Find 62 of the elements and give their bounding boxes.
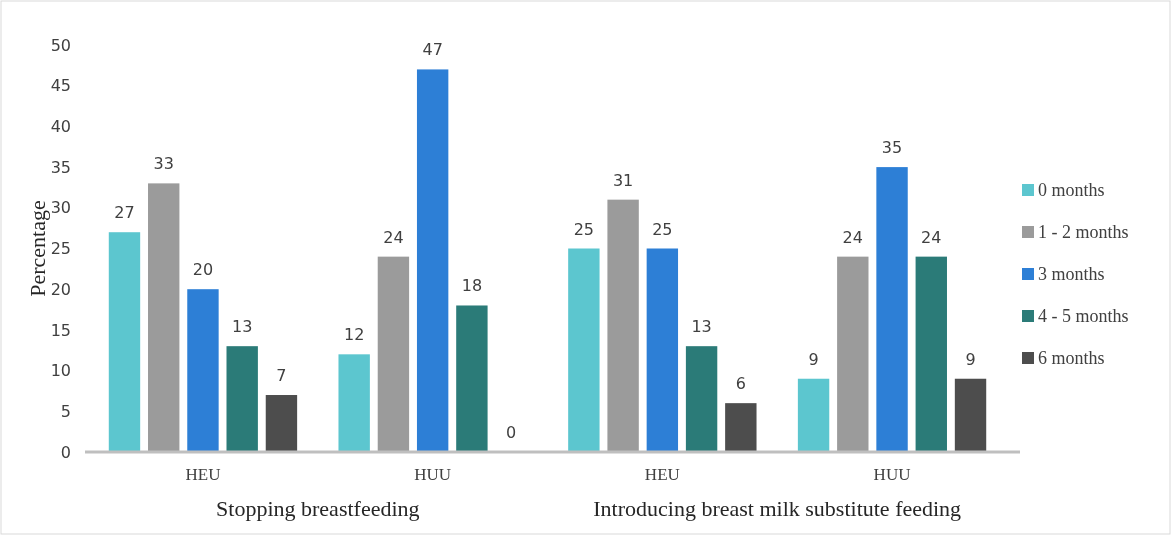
x-tick-label: HUU [414, 465, 452, 484]
bar [377, 256, 410, 452]
bar [338, 354, 370, 452]
y-tick-label: 40 [50, 117, 71, 136]
bar [416, 69, 449, 452]
y-tick-label: 50 [50, 35, 71, 55]
data-label: 24 [842, 227, 863, 247]
data-label: 33 [153, 154, 174, 174]
data-label: 0 [506, 423, 517, 442]
data-label: 6 [735, 374, 746, 394]
bar [568, 248, 600, 452]
data-label: 20 [192, 260, 214, 280]
bar [725, 403, 757, 452]
data-label: 25 [573, 219, 595, 239]
legend-label: 1 - 2 months [1038, 222, 1129, 243]
y-tick-label: 10 [50, 361, 71, 381]
bar [837, 256, 869, 452]
bar [685, 346, 718, 452]
data-label: 35 [881, 138, 903, 158]
legend-label: 4 - 5 months [1038, 306, 1129, 327]
y-tick-label: 45 [50, 76, 71, 96]
bar [265, 395, 298, 452]
y-tick-label: 35 [50, 157, 71, 177]
y-tick-label: 20 [50, 279, 71, 299]
y-tick-label: 5 [60, 401, 71, 421]
legend-label: 6 months [1038, 348, 1105, 369]
bar [187, 289, 219, 452]
x-tick-label: HEU [644, 465, 680, 484]
x-tick-label: HUU [873, 465, 911, 484]
data-label: 13 [232, 317, 253, 337]
data-label: 7 [276, 366, 287, 386]
data-label: 12 [343, 325, 365, 345]
bar [226, 346, 258, 452]
bar [148, 183, 180, 452]
data-label: 27 [114, 203, 135, 223]
data-label: 13 [691, 317, 712, 337]
bar [954, 378, 987, 452]
data-label: 25 [652, 219, 673, 239]
legend-label: 3 months [1038, 264, 1105, 285]
y-tick-label: 30 [50, 198, 71, 218]
y-tick-label: 0 [60, 442, 71, 462]
bar [797, 378, 830, 452]
bar [108, 232, 141, 452]
data-label: 24 [383, 227, 404, 247]
bar [646, 248, 679, 452]
data-label: 47 [422, 40, 443, 60]
bar [456, 305, 488, 452]
y-tick-label: 25 [50, 239, 71, 259]
x-tick-label: HEU [185, 465, 221, 484]
data-label: 31 [612, 170, 634, 190]
legend-label: 0 months [1038, 180, 1105, 201]
text: Introducing breast milk substitute feeding [593, 496, 962, 521]
y-axis-title: Percentage [25, 200, 50, 297]
bar [876, 167, 908, 452]
data-label: 9 [808, 349, 819, 369]
text: Stopping breastfeeding [216, 496, 420, 521]
bar [915, 256, 947, 452]
y-tick-label: 15 [50, 320, 71, 340]
data-label: 9 [965, 349, 976, 369]
data-label: 18 [461, 276, 483, 296]
data-label: 24 [921, 227, 942, 247]
bar [607, 199, 639, 452]
